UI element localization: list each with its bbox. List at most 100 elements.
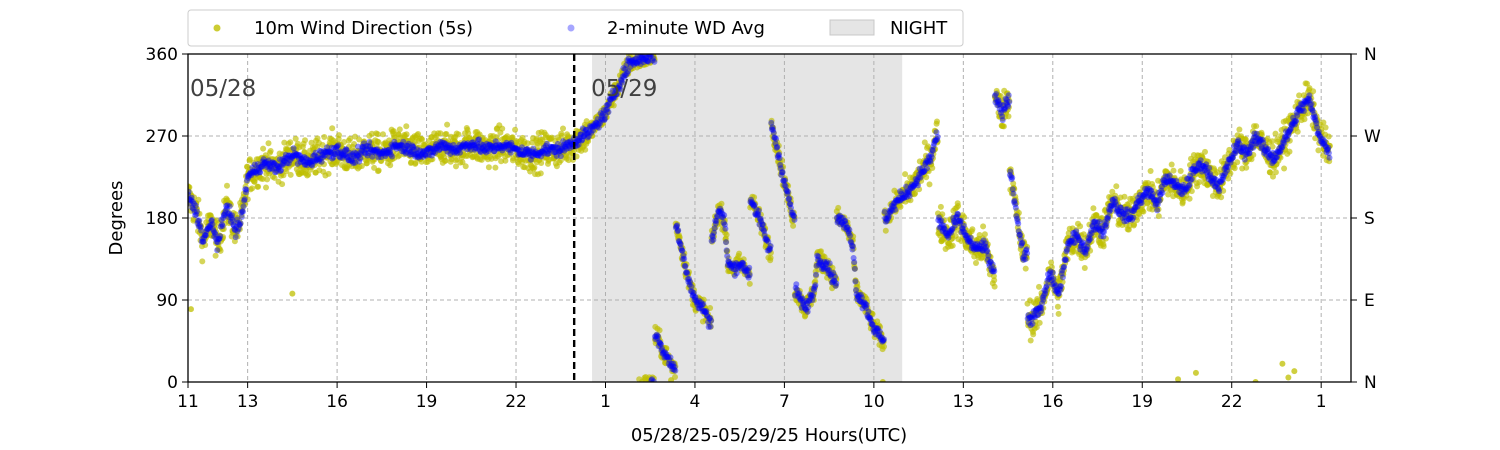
wind-direction-point xyxy=(882,227,889,234)
wd-avg-point xyxy=(708,317,715,324)
wind-direction-point xyxy=(512,126,519,133)
wind-direction-point xyxy=(1121,193,1128,200)
wd-avg-point xyxy=(776,155,783,162)
wind-direction-point xyxy=(991,283,998,290)
wd-avg-point xyxy=(1188,176,1195,183)
wind-direction-point xyxy=(196,218,203,225)
wind-direction-outlier xyxy=(1192,369,1199,376)
wind-direction-point xyxy=(1005,113,1012,120)
wind-direction-point xyxy=(375,139,382,145)
wind-direction-point xyxy=(980,223,987,230)
wind-direction-point xyxy=(415,131,422,137)
wind-direction-point xyxy=(1168,161,1175,168)
wind-direction-point xyxy=(437,130,444,137)
wd-avg-point xyxy=(710,236,717,243)
wd-avg-point xyxy=(1049,269,1056,276)
wd-avg-point xyxy=(722,225,729,232)
wd-avg-point xyxy=(672,367,679,374)
wind-direction-point xyxy=(351,141,357,147)
wd-avg-point xyxy=(243,186,250,193)
wd-avg-point xyxy=(707,323,714,330)
wd-avg-point xyxy=(993,91,1000,97)
wd-avg-point xyxy=(226,203,233,210)
wind-direction-point xyxy=(387,162,394,169)
wind-direction-point xyxy=(368,130,375,137)
wind-direction-point xyxy=(494,137,501,144)
wind-direction-point xyxy=(224,208,231,215)
wd-avg-point xyxy=(810,292,816,299)
wd-avg-point xyxy=(192,202,199,209)
wd-avg-point xyxy=(779,169,786,176)
wind-direction-point xyxy=(453,163,459,170)
wind-direction-point xyxy=(897,203,904,210)
wd-avg-point xyxy=(389,153,395,160)
wind-direction-point xyxy=(492,164,499,171)
wd-avg-point xyxy=(257,169,264,176)
wind-direction-point xyxy=(236,226,243,233)
wd-avg-point xyxy=(1024,250,1031,257)
wd-avg-point xyxy=(1216,188,1223,195)
wd-avg-point xyxy=(791,216,798,223)
wd-avg-point xyxy=(782,177,788,184)
wind-direction-point xyxy=(1243,164,1250,171)
wd-avg-point xyxy=(773,135,780,142)
wind-direction-point xyxy=(509,134,516,141)
wind-direction-point xyxy=(319,142,326,148)
wd-avg-point xyxy=(863,301,870,308)
wd-avg-point xyxy=(985,252,992,259)
wind-direction-point xyxy=(321,134,328,140)
wind-direction-point xyxy=(196,210,203,217)
wind-direction-point xyxy=(325,170,332,177)
wd-avg-point xyxy=(1197,157,1204,164)
wd-avg-point xyxy=(967,234,974,241)
wd-avg-point xyxy=(832,273,839,280)
wind-direction-point xyxy=(1231,165,1238,172)
wd-avg-point xyxy=(667,354,674,361)
wind-direction-point xyxy=(465,130,472,137)
wind-direction-outlier xyxy=(188,306,194,313)
wind-direction-point xyxy=(1140,208,1147,215)
wd-avg-point xyxy=(852,278,859,285)
wd-avg-point xyxy=(1006,99,1013,105)
wd-avg-point xyxy=(1150,190,1156,197)
wind-direction-point xyxy=(202,242,209,248)
wd-avg-point xyxy=(214,247,221,254)
wd-avg-point xyxy=(915,182,921,189)
wd-avg-point xyxy=(239,208,246,215)
wind-direction-point xyxy=(249,185,256,192)
wind-direction-point xyxy=(347,135,354,142)
wind-direction-point xyxy=(283,168,290,175)
wind-direction-point xyxy=(279,181,286,188)
wd-avg-point xyxy=(723,247,730,254)
wd-avg-point xyxy=(1154,207,1161,214)
wind-direction-point xyxy=(490,148,497,154)
wind-direction-outlier xyxy=(1279,360,1286,367)
wd-avg-point xyxy=(238,214,245,220)
wind-direction-point xyxy=(220,234,227,240)
wind-direction-outlier xyxy=(289,290,296,297)
wind-direction-point xyxy=(336,132,342,139)
wind-direction-point xyxy=(188,184,193,191)
wd-avg-point xyxy=(278,167,284,174)
wind-direction-point xyxy=(375,167,382,174)
wind-direction-point xyxy=(358,163,365,169)
wind-direction-point xyxy=(234,233,241,240)
wd-avg-point xyxy=(1043,282,1050,289)
wind-direction-point xyxy=(292,135,299,142)
wind-direction-point xyxy=(311,162,318,168)
wind-direction-point xyxy=(1186,195,1193,202)
wind-direction-point xyxy=(746,280,753,287)
wd-avg-point xyxy=(812,282,819,289)
wind-direction-point xyxy=(238,212,245,219)
wind-direction-point xyxy=(582,146,589,153)
wd-avg-point xyxy=(682,263,689,270)
wind-direction-point xyxy=(227,201,234,208)
wind-direction-point xyxy=(1236,126,1243,133)
wd-avg-point xyxy=(881,336,887,343)
wind-direction-point xyxy=(212,252,219,259)
wd-avg-point xyxy=(796,290,803,297)
wd-avg-point xyxy=(733,270,740,277)
wind-direction-point xyxy=(991,277,998,284)
wd-avg-point xyxy=(805,304,812,311)
